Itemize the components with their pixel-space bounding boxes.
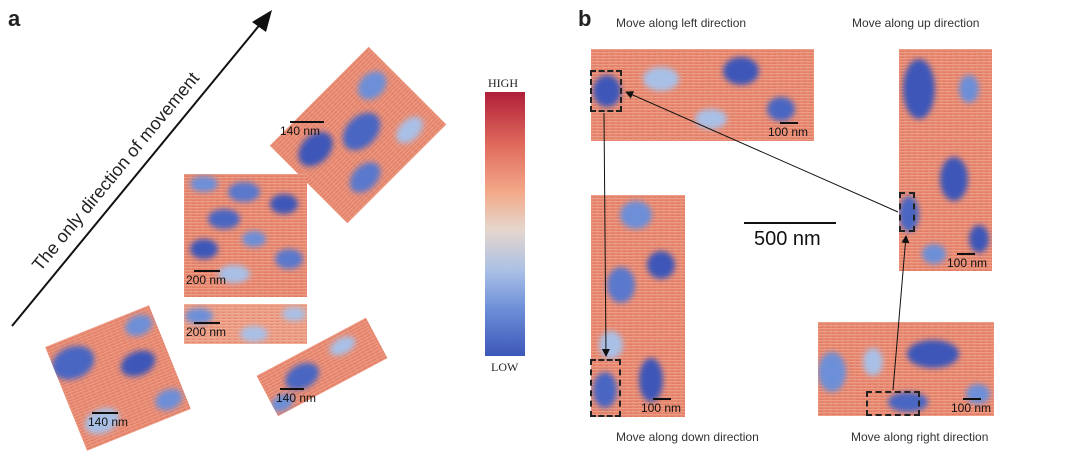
scan-b-up	[899, 49, 992, 271]
scale-bar-b-right: 100 nm	[951, 398, 991, 415]
colorbar-high-label: HIGH	[488, 76, 518, 90]
scale-bar-a3: 200 nm	[186, 322, 226, 339]
scan-b-right	[818, 322, 994, 416]
scale-bar-b-left: 100 nm	[768, 122, 808, 139]
scale-bar-a4: 140 nm	[88, 412, 128, 429]
caption-left: Move along left direction	[616, 16, 747, 30]
center-scale-bar	[744, 222, 836, 224]
panel-a-label: a	[8, 6, 21, 31]
scan-a-rotated-bottom-left	[45, 305, 191, 451]
caption-right: Move along right direction	[851, 430, 989, 444]
dashed-box-down-scan	[590, 359, 621, 417]
scale-bar-b-up: 100 nm	[947, 253, 987, 270]
scan-a-rotated-strip	[256, 317, 388, 417]
panel-b-label: b	[578, 6, 592, 31]
dashed-box-left-scan	[590, 70, 622, 112]
scale-bar-b-down: 100 nm	[641, 398, 681, 415]
colorbar-low-label: LOW	[491, 360, 519, 374]
scan-b-down	[591, 195, 685, 417]
caption-down: Move along down direction	[616, 430, 759, 444]
caption-up: Move along up direction	[852, 16, 980, 30]
dashed-box-right-scan	[866, 391, 920, 416]
movement-arrow	[11, 10, 272, 327]
scan-a-square	[184, 174, 307, 297]
scan-a-rotated-top	[269, 46, 447, 224]
center-scale-label: 500 nm	[754, 228, 821, 250]
colorbar	[485, 92, 525, 356]
scale-bar-a1: 140 nm	[280, 121, 324, 138]
scale-bar-a2: 200 nm	[186, 270, 226, 287]
scale-bar-a5: 140 nm	[276, 388, 316, 405]
scan-a-strip	[184, 304, 307, 344]
dashed-box-up-scan	[899, 192, 915, 232]
